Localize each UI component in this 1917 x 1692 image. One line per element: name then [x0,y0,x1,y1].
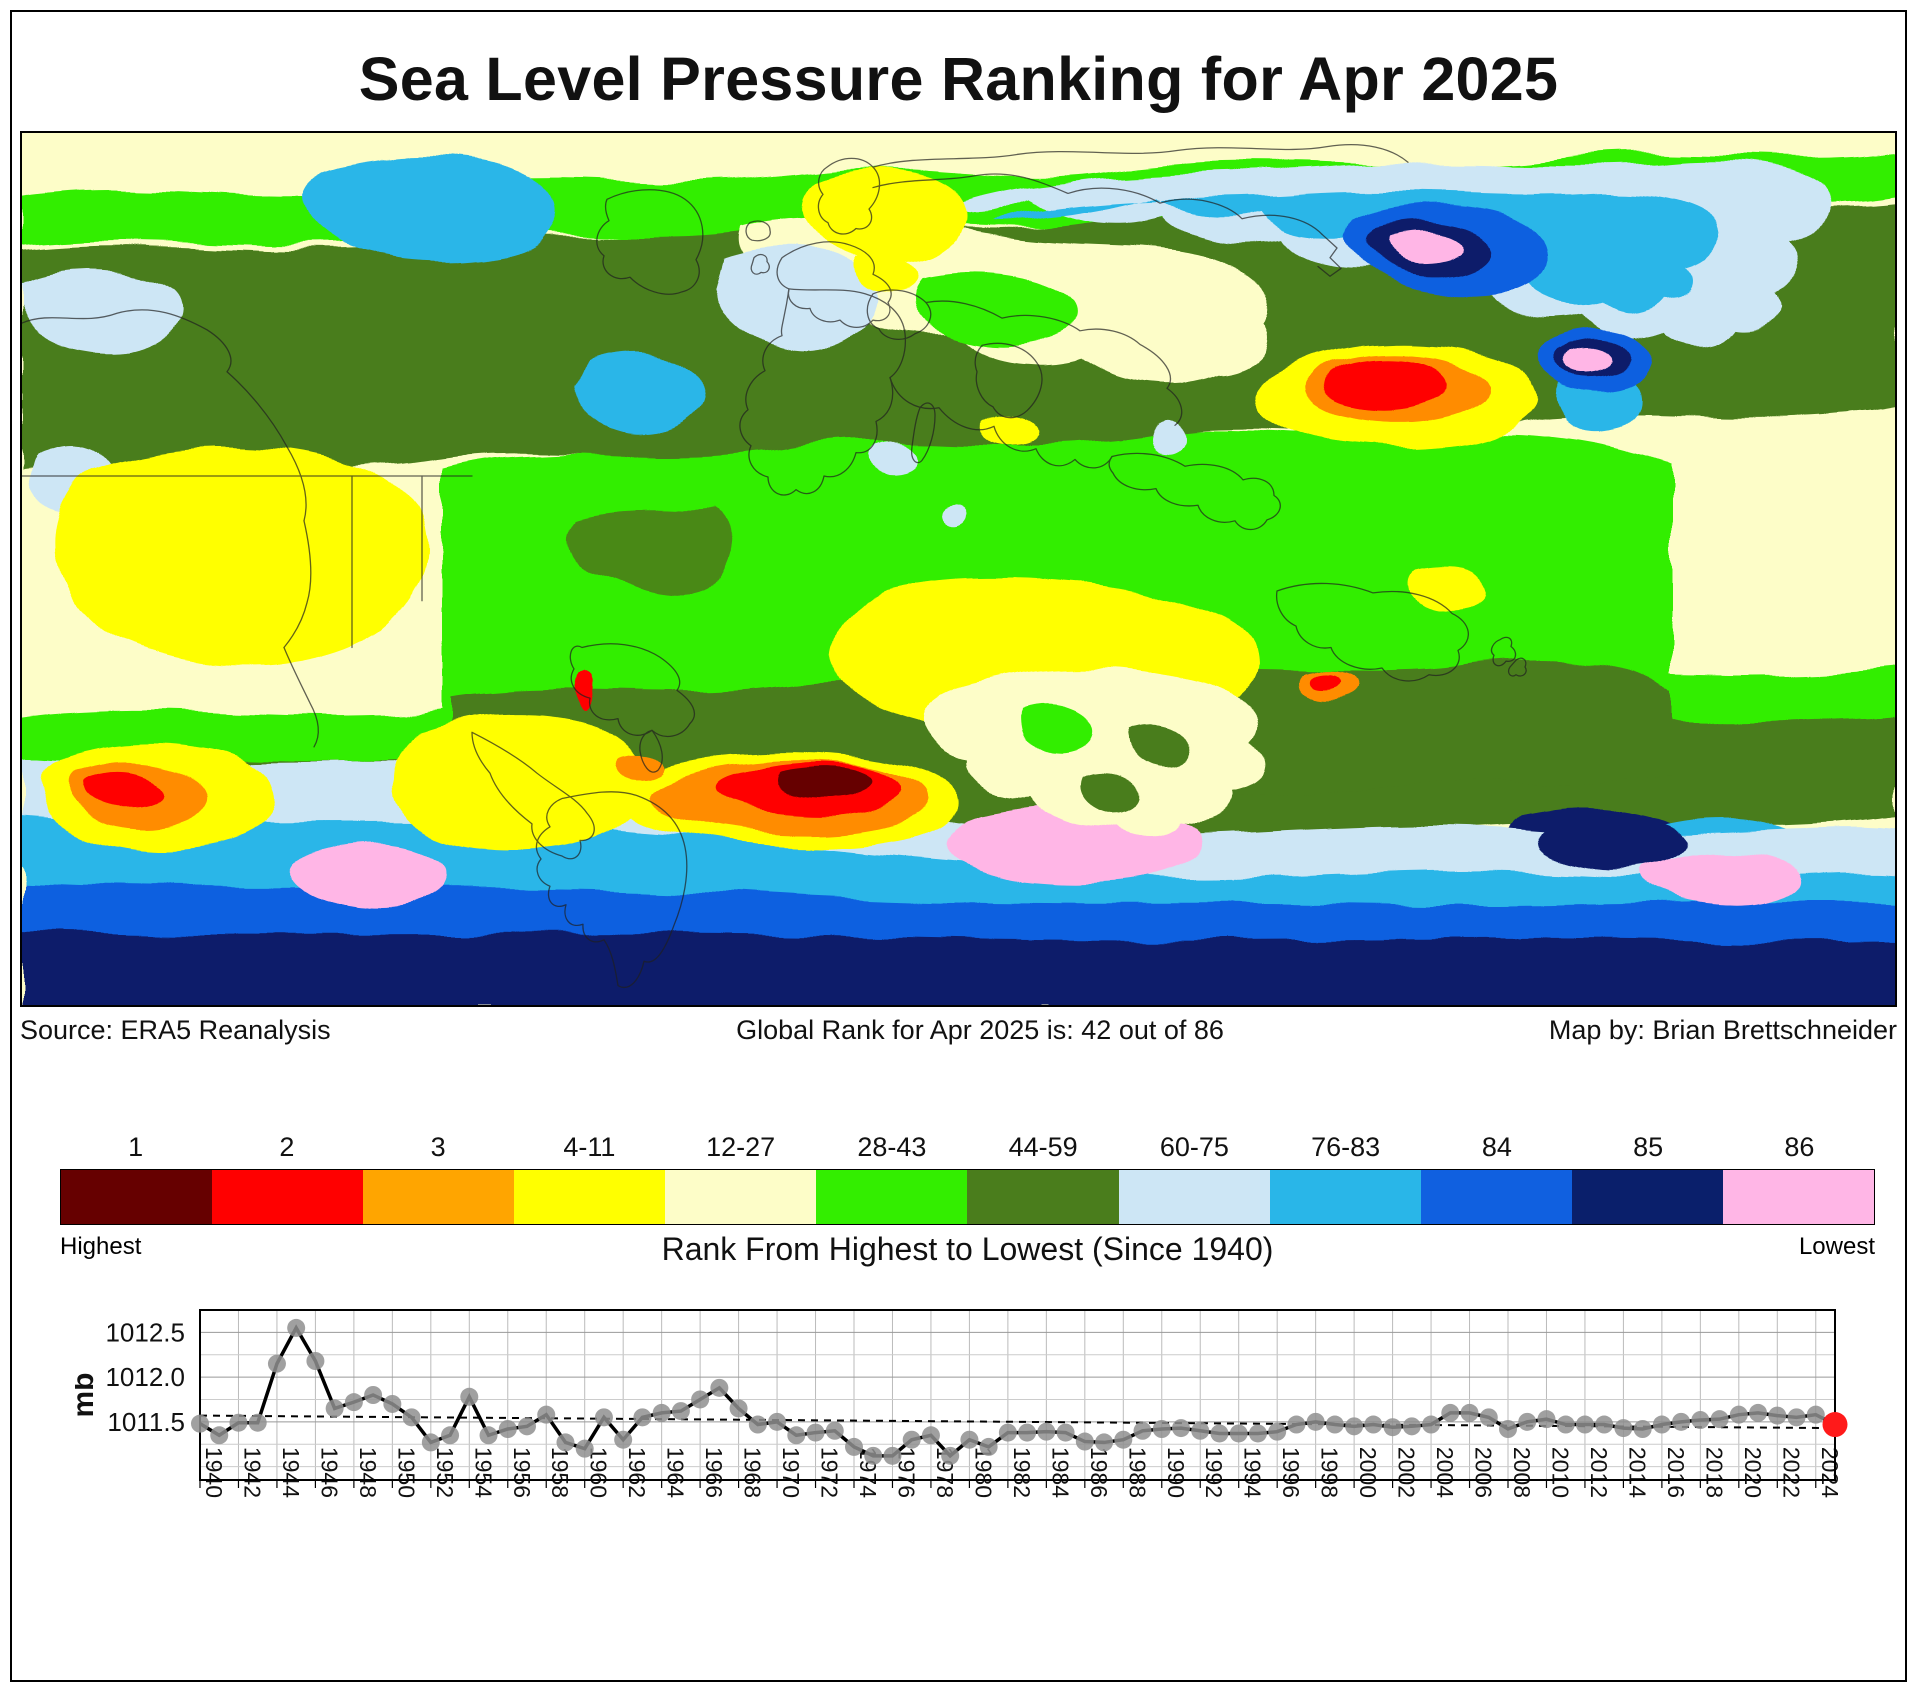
svg-text:2002: 2002 [1394,1447,1420,1498]
svg-text:1952: 1952 [432,1447,458,1498]
svg-text:1012.5: 1012.5 [105,1317,185,1347]
svg-text:1962: 1962 [624,1447,650,1498]
svg-text:1968: 1968 [740,1447,766,1498]
svg-text:1994: 1994 [1240,1447,1266,1498]
svg-text:2016: 2016 [1663,1447,1689,1498]
svg-text:1998: 1998 [1317,1447,1343,1498]
svg-text:1944: 1944 [278,1447,304,1498]
svg-text:1956: 1956 [509,1447,535,1498]
svg-text:2000: 2000 [1355,1447,1381,1498]
svg-text:1966: 1966 [701,1447,727,1498]
svg-text:1996: 1996 [1278,1447,1304,1498]
svg-text:1988: 1988 [1124,1447,1150,1498]
svg-text:2004: 2004 [1432,1447,1458,1498]
svg-text:1948: 1948 [355,1447,381,1498]
svg-text:1942: 1942 [239,1447,265,1498]
svg-text:1982: 1982 [1009,1447,1035,1498]
svg-text:1940: 1940 [201,1447,227,1498]
svg-text:1972: 1972 [817,1447,843,1498]
svg-text:1011.5: 1011.5 [107,1407,185,1437]
svg-text:1984: 1984 [1047,1447,1073,1498]
svg-text:2010: 2010 [1547,1447,1573,1498]
svg-text:mb: mb [75,1373,100,1418]
svg-text:1990: 1990 [1163,1447,1189,1498]
svg-text:1958: 1958 [547,1447,573,1498]
svg-text:1992: 1992 [1201,1447,1227,1498]
svg-text:1012.0: 1012.0 [105,1362,185,1392]
svg-text:2014: 2014 [1624,1447,1650,1498]
svg-text:1964: 1964 [663,1447,689,1498]
svg-text:1986: 1986 [1086,1447,1112,1498]
svg-text:2008: 2008 [1509,1447,1535,1498]
svg-text:1950: 1950 [393,1447,419,1498]
svg-text:2022: 2022 [1778,1447,1804,1498]
svg-text:2006: 2006 [1471,1447,1497,1498]
svg-text:1946: 1946 [316,1447,342,1498]
svg-text:2018: 2018 [1701,1447,1727,1498]
svg-text:2020: 2020 [1740,1447,1766,1498]
svg-text:2024: 2024 [1817,1447,1843,1498]
svg-text:1954: 1954 [470,1447,496,1498]
svg-text:2012: 2012 [1586,1447,1612,1498]
svg-text:1970: 1970 [778,1447,804,1498]
